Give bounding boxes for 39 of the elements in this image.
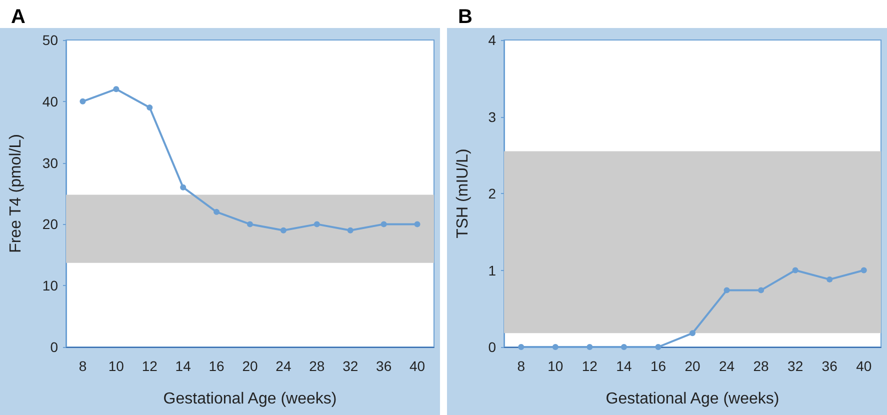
y-tick-label: 1 — [488, 262, 496, 278]
x-tick-label: 24 — [276, 358, 292, 374]
x-axis-title: Gestational Age (weeks) — [606, 390, 780, 408]
x-tick-label: 14 — [175, 358, 192, 374]
x-tick-label: 10 — [548, 358, 564, 374]
y-tick-label: 10 — [42, 278, 58, 294]
y-axis-title: TSH (mIU/L) — [454, 148, 472, 238]
x-tick-label: 32 — [788, 358, 804, 374]
y-tick-label: 30 — [42, 154, 58, 171]
x-tick-label: 12 — [582, 358, 598, 374]
x-tick-label: 10 — [108, 358, 124, 374]
y-tick-label: 50 — [42, 32, 58, 48]
x-tick-label: 12 — [142, 358, 158, 374]
x-tick-label: 40 — [856, 358, 872, 374]
x-tick-label: 32 — [342, 358, 358, 374]
x-tick-label: 16 — [650, 358, 666, 374]
x-tick-label: 14 — [616, 358, 632, 374]
chart-title: B — [458, 6, 472, 28]
y-tick-label: 0 — [50, 339, 58, 355]
x-tick-label: 8 — [517, 358, 526, 374]
x-tick-label: 20 — [242, 358, 258, 374]
x-tick-label: 36 — [822, 358, 838, 374]
y-tick-label: 2 — [488, 186, 496, 202]
y-tick-label: 40 — [42, 93, 58, 110]
x-tick-label: 20 — [684, 358, 700, 374]
x-axis-title: Gestational Age (weeks) — [163, 390, 337, 408]
x-tick-label: 36 — [376, 358, 392, 374]
y-axis-title: Free T4 (pmol/L) — [8, 134, 24, 253]
x-tick-label: 24 — [718, 358, 735, 374]
chart-title: A — [11, 6, 26, 28]
y-tick-label: 4 — [488, 32, 496, 48]
x-tick-label: 28 — [309, 358, 325, 374]
x-tick-label: 40 — [409, 358, 426, 374]
x-tick-label: 16 — [208, 358, 225, 374]
x-tick-label: 8 — [78, 358, 87, 374]
y-tick-label: 20 — [42, 216, 58, 232]
y-tick-label: 3 — [488, 108, 496, 125]
y-tick-label: 0 — [488, 339, 496, 355]
x-tick-label: 28 — [753, 358, 770, 374]
